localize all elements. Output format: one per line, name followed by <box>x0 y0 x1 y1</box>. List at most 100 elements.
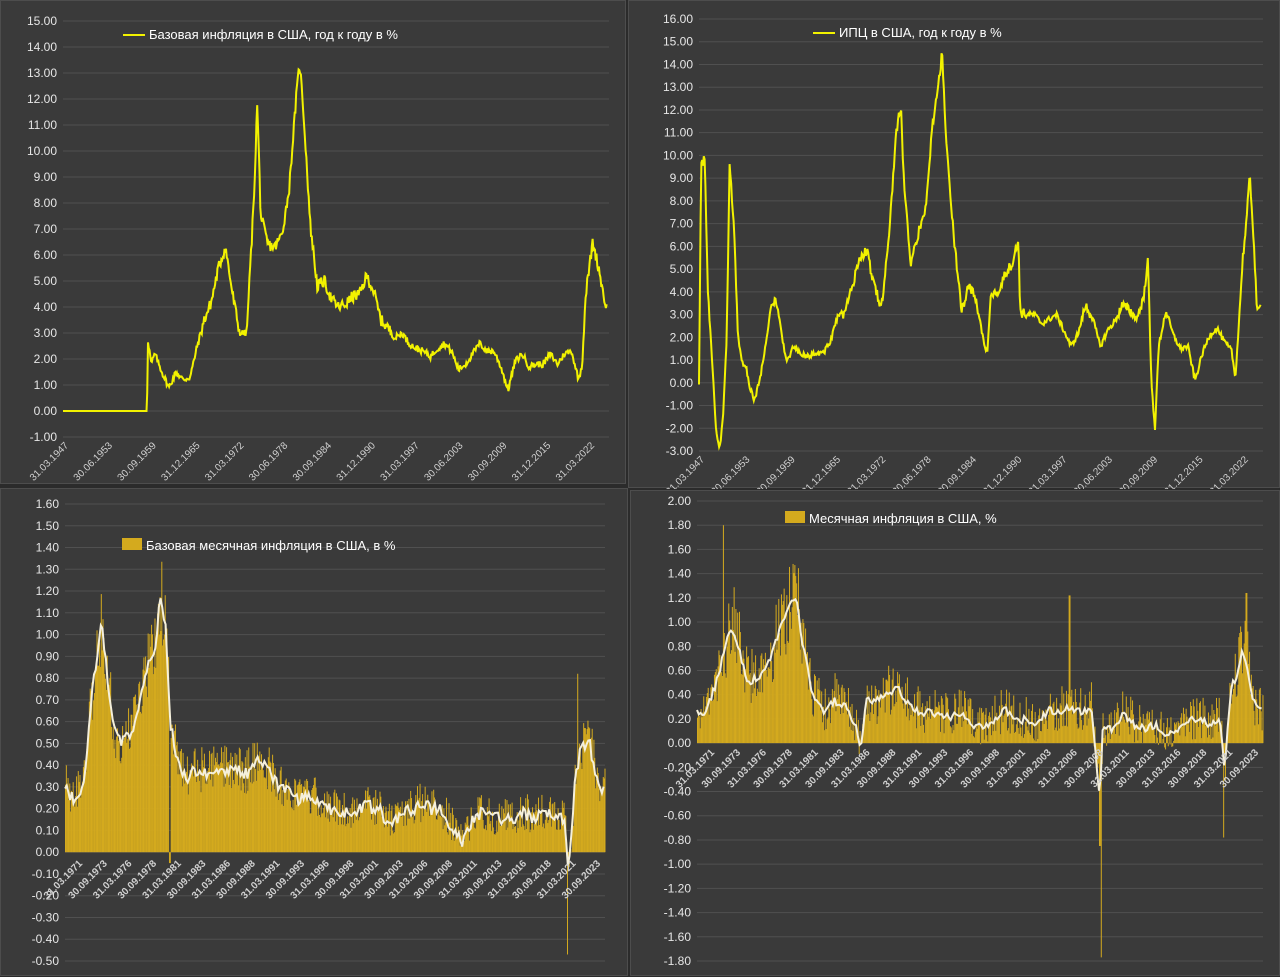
bar <box>1179 735 1180 743</box>
bar <box>1242 673 1243 743</box>
bar <box>994 722 995 743</box>
bar <box>700 728 701 743</box>
bar <box>1089 692 1090 743</box>
bar <box>735 609 736 743</box>
bar <box>1110 739 1111 743</box>
bar <box>768 667 769 743</box>
bar <box>949 718 950 743</box>
y-tick-label: 0.40 <box>36 758 60 772</box>
bar <box>1039 709 1040 744</box>
bar <box>734 587 735 743</box>
bar <box>1255 690 1256 743</box>
bar <box>527 794 528 852</box>
bar <box>558 820 559 852</box>
bar <box>393 833 394 852</box>
bar <box>1233 689 1234 743</box>
bar <box>556 829 557 852</box>
bar <box>1181 713 1182 743</box>
bar <box>816 700 817 743</box>
bar <box>317 816 318 852</box>
bar <box>1020 728 1021 744</box>
bar <box>751 703 752 743</box>
bar <box>1187 724 1188 743</box>
x-tick-label: 30.09.2009 <box>466 440 509 483</box>
bar <box>942 698 943 743</box>
y-tick-label: 4.00 <box>34 300 58 314</box>
bar <box>732 607 733 743</box>
bar <box>974 737 975 743</box>
bar <box>212 787 213 853</box>
bar <box>911 715 912 743</box>
bar <box>888 666 889 743</box>
bar <box>333 817 334 852</box>
bar <box>124 738 125 852</box>
bar <box>1041 731 1042 743</box>
bar <box>844 688 845 743</box>
bar <box>426 812 427 852</box>
bar <box>1054 730 1055 743</box>
bar <box>1204 706 1205 744</box>
series-line <box>699 53 1261 447</box>
bar <box>902 704 903 744</box>
bar <box>1035 712 1036 743</box>
bar <box>836 679 837 743</box>
bar <box>1134 742 1135 743</box>
bar <box>1141 732 1142 743</box>
bar <box>1069 595 1070 743</box>
bar <box>802 664 803 743</box>
bar <box>142 706 143 852</box>
bar <box>1025 722 1026 743</box>
bar <box>532 807 533 852</box>
bar <box>912 709 913 743</box>
bar <box>1078 727 1079 743</box>
bar <box>529 832 530 852</box>
bar <box>769 669 770 743</box>
x-tick-label: 31.03.1947 <box>664 454 707 489</box>
bar <box>1000 734 1001 743</box>
bar <box>1050 694 1051 743</box>
chart-core-mom: -0.50-0.40-0.30-0.20-0.100.000.100.200.3… <box>1 489 629 977</box>
bar <box>1077 724 1078 743</box>
bar <box>780 656 781 744</box>
y-tick-label: 15.00 <box>663 35 693 49</box>
bar <box>835 673 836 743</box>
x-tick-label: 30.09.2009 <box>1117 454 1160 489</box>
bar <box>1199 703 1200 743</box>
bar <box>1153 729 1154 743</box>
y-tick-label: -3.00 <box>666 444 694 458</box>
bar <box>1015 732 1016 743</box>
bar <box>351 804 352 852</box>
bar <box>1125 723 1126 744</box>
bar <box>848 688 849 743</box>
bar <box>785 644 786 743</box>
y-tick-label: 1.50 <box>36 519 60 533</box>
y-tick-label: 9.00 <box>34 170 58 184</box>
bar <box>997 719 998 743</box>
y-tick-label: 0.00 <box>668 736 692 750</box>
bar <box>1060 703 1061 743</box>
bar <box>494 834 495 852</box>
bar <box>378 807 379 852</box>
bar <box>923 725 924 743</box>
bar <box>909 720 910 743</box>
y-tick-label: 3.00 <box>34 326 58 340</box>
y-tick-label: -0.60 <box>664 809 692 823</box>
bar <box>1046 720 1047 743</box>
bar <box>1103 738 1104 743</box>
bar <box>761 653 762 743</box>
bar <box>887 681 888 743</box>
y-tick-label: -1.00 <box>664 857 692 871</box>
bar <box>1195 739 1196 743</box>
bar <box>1207 737 1208 743</box>
bar <box>777 640 778 743</box>
bar <box>220 762 221 852</box>
bar <box>1262 695 1263 743</box>
bar <box>952 725 953 743</box>
x-tick-label: 31.12.1965 <box>159 440 202 483</box>
bar <box>265 778 266 852</box>
x-tick-label: 30.06.1953 <box>709 454 752 489</box>
y-tick-label: -0.10 <box>32 867 60 881</box>
bar <box>955 699 956 743</box>
x-tick-label: 30.06.1953 <box>72 440 115 483</box>
bar <box>247 750 248 852</box>
